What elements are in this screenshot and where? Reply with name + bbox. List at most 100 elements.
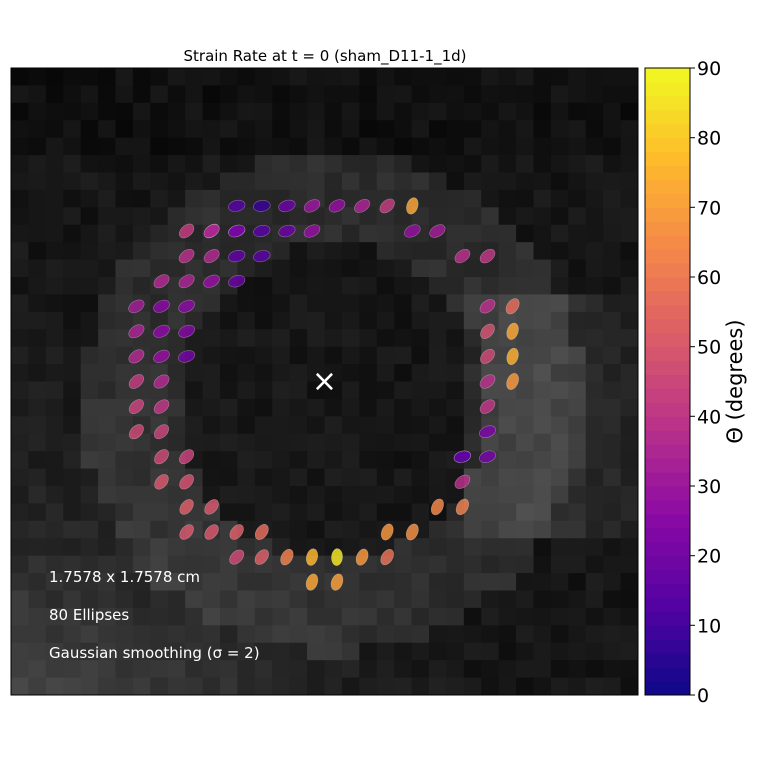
background-pixel [98,555,117,574]
background-pixel [463,311,482,330]
background-pixel [98,329,117,348]
background-pixel [11,277,30,296]
background-pixel [394,329,413,348]
background-pixel [63,311,82,330]
background-pixel [376,381,395,400]
background-pixel [620,120,638,139]
background-pixel [481,486,500,505]
background-pixel [11,660,30,679]
background-pixel [185,68,204,87]
background-pixel [28,433,47,452]
ellipse-marker [479,299,496,314]
background-pixel [550,277,569,296]
ellipse-marker [454,249,471,264]
background-pixel [272,590,291,609]
background-pixel [359,85,378,104]
background-pixel [28,416,47,435]
background-pixel [63,590,82,609]
background-pixel [220,660,239,679]
background-pixel [498,468,517,487]
background-pixel [603,555,622,574]
background-pixel [463,172,482,191]
background-pixel [341,137,360,156]
background-pixel [394,381,413,400]
ellipse-marker [454,474,471,489]
background-pixel [429,172,448,191]
background-pixel [202,207,221,226]
background-pixel [376,590,395,609]
ellipse-marker [379,198,395,214]
colorbar-tick-label: 70 [697,197,721,219]
background-pixel [11,224,30,243]
background-pixel [376,224,395,243]
background-pixel [429,102,448,121]
background-pixel [359,625,378,644]
colorbar-segment [645,416,690,431]
background-pixel [80,102,99,121]
background-pixel [550,259,569,278]
background-pixel [533,364,552,383]
background-pixel [11,625,30,644]
background-pixel [463,416,482,435]
background-pixel [411,259,430,278]
background-pixel [254,398,273,417]
background-pixel [411,155,430,174]
background-pixel [150,207,169,226]
background-pixel [254,85,273,104]
background-pixel [237,573,256,592]
background-pixel [516,381,535,400]
annotation-line: 80 Ellipses [49,606,129,624]
background-pixel [237,677,256,695]
background-pixel [603,451,622,470]
background-pixel [237,294,256,313]
colorbar-tick-label: 10 [697,615,721,637]
background-pixel [289,660,308,679]
ellipse-marker [179,474,194,490]
background-pixel [620,677,638,695]
background-pixel [394,364,413,383]
ellipse-marker [228,275,246,288]
background-pixel [254,486,273,505]
background-pixel [80,538,99,557]
background-pixel [220,155,239,174]
background-pixel [463,538,482,557]
background-pixel [185,538,204,557]
ellipse-marker [178,223,195,239]
background-pixel [98,398,117,417]
background-pixel [150,642,169,661]
colorbar-segment [645,527,690,543]
ellipse-marker [380,549,394,566]
background-pixel [289,642,308,661]
background-pixel [603,224,622,243]
background-pixel [585,242,604,261]
background-pixel [202,137,221,156]
background-pixel [220,538,239,557]
background-pixel [237,120,256,139]
background-pixel [603,520,622,539]
background-pixel [550,364,569,383]
ellipse-marker [204,499,219,515]
background-pixel [202,590,221,609]
background-pixel [341,642,360,661]
colorbar-segment [645,235,690,250]
background-pixel [568,346,587,365]
background-pixel [307,590,326,609]
background-pixel [324,451,343,470]
background-pixel [150,155,169,174]
background-pixel [446,189,465,208]
background-pixel [289,677,308,695]
background-pixel [463,364,482,383]
background-pixel [341,155,360,174]
background-pixel [376,433,395,452]
background-pixel [167,259,186,278]
background-pixel [585,433,604,452]
background-pixel [324,85,343,104]
background-pixel [341,660,360,679]
background-pixel [376,416,395,435]
background-pixel [289,120,308,139]
background-pixel [289,590,308,609]
background-pixel [150,590,169,609]
background-pixel [324,607,343,626]
background-pixel [359,381,378,400]
background-pixel [550,120,569,139]
